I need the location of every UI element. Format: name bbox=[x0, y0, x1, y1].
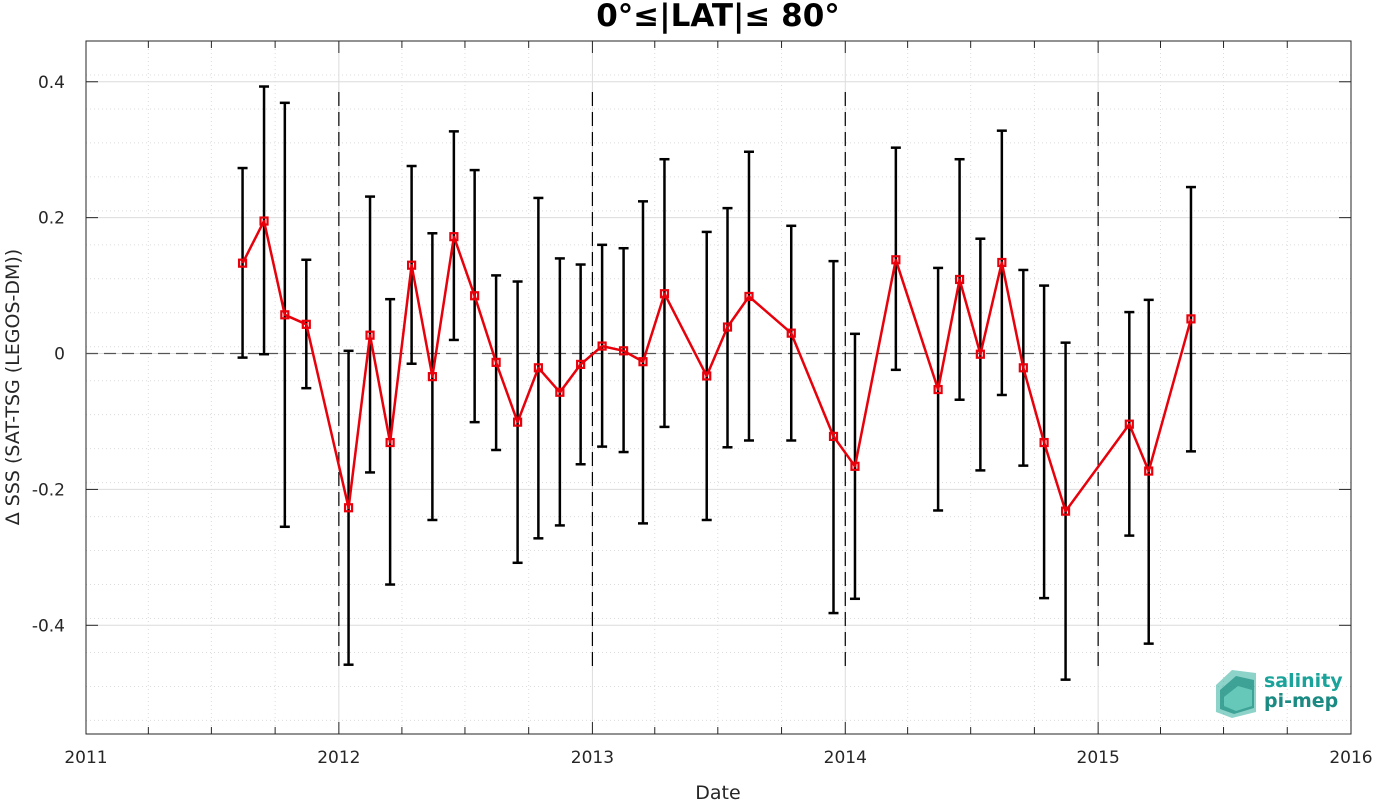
data-point bbox=[301, 319, 311, 329]
data-point bbox=[576, 359, 586, 369]
data-point bbox=[427, 372, 437, 382]
data-point bbox=[280, 310, 290, 320]
x-tick-label: 2016 bbox=[1329, 748, 1372, 768]
data-point bbox=[491, 357, 501, 367]
data-series bbox=[237, 216, 1196, 516]
tick-labels: 2011 2012 2013 2014 2015 2016 -0.4 -0.2 0 0.2 0.4 bbox=[32, 73, 1373, 768]
data-point bbox=[512, 417, 523, 427]
x-tick-label: 2011 bbox=[64, 748, 107, 768]
plot-frame bbox=[85, 40, 1352, 735]
x-tick-label: 2014 bbox=[824, 748, 867, 768]
data-point bbox=[1124, 419, 1134, 429]
x-axis-label: Date bbox=[695, 782, 740, 801]
data-point bbox=[385, 437, 395, 448]
data-point bbox=[343, 503, 354, 513]
grid bbox=[85, 40, 1352, 734]
data-point bbox=[555, 387, 565, 397]
logo-line2: pi-mep bbox=[1264, 690, 1338, 712]
series-line bbox=[241, 219, 1193, 513]
data-point bbox=[659, 289, 670, 299]
y-tick-label: 0 bbox=[54, 345, 65, 365]
data-point bbox=[954, 274, 965, 285]
y-tick-label: 0.4 bbox=[38, 73, 65, 93]
data-point bbox=[1039, 437, 1049, 448]
logo-wave-icon-layer bbox=[1224, 686, 1252, 711]
salinity-pi-mep-logo: salinity pi-mep bbox=[1216, 670, 1343, 718]
axes-box bbox=[85, 40, 1352, 735]
data-point bbox=[1060, 506, 1071, 516]
data-point bbox=[722, 322, 733, 332]
chart-title: 0°≤|LAT|≤ 80° bbox=[596, 0, 840, 34]
data-point bbox=[933, 384, 943, 395]
data-point bbox=[702, 371, 712, 381]
y-axis-label: Δ SSS (SAT-TSG (LEGOS-DM)) bbox=[2, 249, 24, 525]
data-point bbox=[891, 255, 901, 265]
data-point bbox=[786, 328, 796, 338]
reference-lines bbox=[86, 91, 1351, 667]
logo-line1: salinity bbox=[1264, 670, 1343, 692]
data-point bbox=[618, 346, 629, 356]
y-tick-label: -0.2 bbox=[32, 480, 65, 500]
data-point bbox=[638, 357, 648, 367]
data-point bbox=[975, 349, 985, 359]
data-point bbox=[597, 341, 607, 351]
x-tick-label: 2015 bbox=[1077, 748, 1120, 768]
y-tick-label: 0.2 bbox=[38, 209, 65, 229]
data-point bbox=[997, 257, 1007, 268]
data-point bbox=[1186, 314, 1196, 324]
x-tick-label: 2012 bbox=[317, 748, 360, 768]
data-point bbox=[1144, 466, 1154, 476]
data-point bbox=[237, 258, 248, 268]
data-point bbox=[407, 260, 417, 270]
data-point bbox=[850, 461, 860, 471]
data-point bbox=[1018, 363, 1028, 373]
data-point bbox=[744, 291, 754, 302]
x-tick-label: 2013 bbox=[571, 748, 614, 768]
data-point bbox=[259, 216, 269, 226]
data-point bbox=[470, 291, 480, 301]
data-point bbox=[449, 232, 459, 242]
error-bars bbox=[237, 85, 1196, 681]
data-point bbox=[828, 431, 839, 442]
y-tick-label: -0.4 bbox=[32, 616, 65, 636]
data-point bbox=[365, 330, 375, 340]
data-point bbox=[533, 363, 543, 373]
